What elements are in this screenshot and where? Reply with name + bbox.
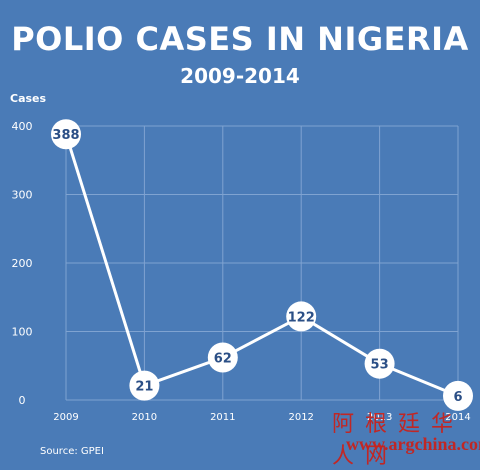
x-tick-label: 2013 — [367, 412, 392, 423]
x-tick-label: 2011 — [210, 412, 235, 423]
chart-subtitle: 2009-2014 — [180, 64, 300, 88]
data-label: 6 — [453, 390, 462, 405]
y-tick-label: 100 — [12, 326, 33, 339]
data-label: 21 — [135, 380, 153, 395]
x-tick-label: 2012 — [288, 412, 313, 423]
y-tick-label: 400 — [12, 120, 33, 133]
data-label: 62 — [214, 352, 232, 367]
y-tick-label: 300 — [12, 189, 33, 202]
watermark-url: www.argchina.com — [346, 434, 480, 454]
x-tick-label: 2014 — [445, 412, 470, 423]
data-point — [443, 380, 473, 411]
data-point — [364, 348, 395, 379]
data-label: 53 — [371, 358, 389, 373]
y-tick-label: 0 — [19, 394, 26, 407]
data-point — [207, 342, 238, 373]
chart-title: POLIO CASES IN NIGERIA — [11, 20, 469, 58]
watermark-chinese: 阿 根 廷 华 人 网 — [332, 412, 455, 469]
data-point — [286, 301, 317, 332]
data-point — [129, 370, 160, 401]
y-tick-label: 200 — [12, 257, 33, 270]
data-label: 388 — [52, 128, 79, 143]
x-tick-label: 2010 — [132, 412, 157, 423]
y-axis-label: Cases — [10, 92, 47, 105]
data-label: 122 — [288, 310, 315, 325]
data-point — [51, 119, 81, 150]
x-tick-label: 2009 — [53, 412, 78, 423]
series-line — [64, 133, 459, 398]
source-note: Source: GPEI — [40, 446, 104, 457]
